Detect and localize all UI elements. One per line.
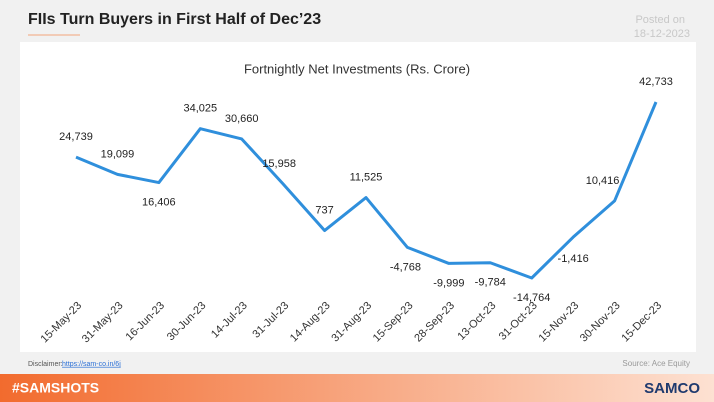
data-label: 737	[315, 204, 333, 216]
data-line	[75, 101, 658, 280]
data-label: -4,768	[390, 261, 421, 273]
data-label: 30,660	[225, 113, 259, 125]
data-label: 42,733	[639, 76, 673, 88]
data-label: 34,025	[183, 103, 217, 115]
chart-card	[20, 42, 696, 352]
data-label: 11,525	[350, 171, 383, 183]
data-label: 10,416	[586, 175, 620, 187]
data-label: 16,406	[142, 196, 176, 208]
disclaimer-link[interactable]: https://sam-co.in/6j	[62, 361, 121, 368]
data-label: 15,958	[262, 158, 296, 170]
chart-title: Fortnightly Net Investments (Rs. Crore)	[244, 61, 470, 76]
posted-label: Posted on	[635, 14, 685, 26]
data-label: 19,099	[101, 148, 135, 160]
brand: SAMCO	[644, 380, 700, 397]
data-label: -9,784	[475, 277, 506, 289]
data-label: -9,999	[433, 277, 464, 289]
hashtag: #SAMSHOTS	[12, 380, 99, 396]
page-title: FIIs Turn Buyers in First Half of Dec’23	[28, 11, 321, 28]
posted-date: 18-12-2023	[634, 28, 690, 40]
source: Source: Ace Equity	[622, 359, 690, 368]
data-label: -14,764	[513, 292, 550, 304]
data-label: -1,416	[558, 253, 589, 265]
data-label: 24,739	[59, 131, 93, 143]
disclaimer: Disclaimer:	[28, 361, 63, 368]
footer-bar	[0, 374, 714, 402]
